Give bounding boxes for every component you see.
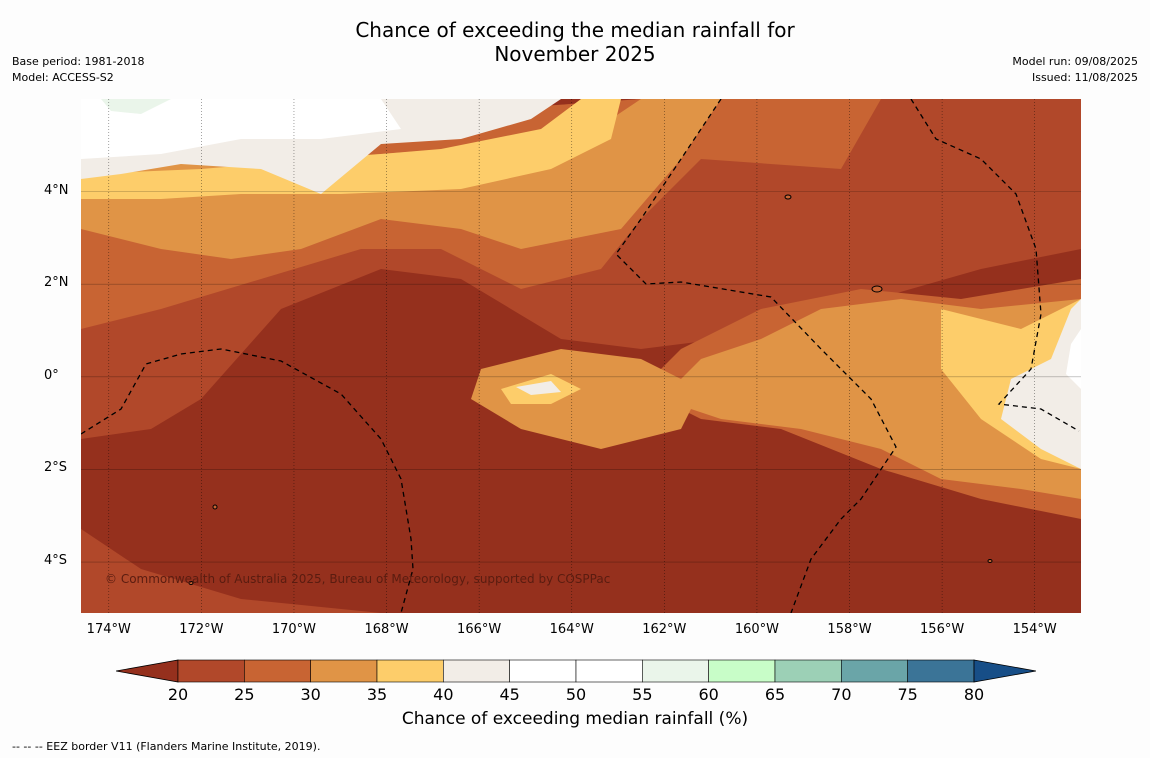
title-line-1: Chance of exceeding the median rainfall … [355,18,795,42]
island-1 [784,194,792,200]
colorbar-tick-label: 55 [632,685,653,704]
colorbar-segment [376,659,444,683]
latitude-tick-label: 2°S [44,460,68,476]
colorbar-tick-label: 35 [366,685,388,704]
colorbar-tick-label: 40 [433,685,454,704]
longitude-tick-label: 166°W [457,622,502,637]
colorbar-segment [310,659,378,683]
region-50-55-east [1066,329,1081,389]
colorbar-tick-label: 25 [234,685,255,704]
longitude-tick-label: 154°W [1012,622,1057,637]
latitude-tick-label: 4°N [44,182,69,198]
region-35-40-center [471,349,701,449]
model-name: Model: ACCESS-S2 [12,71,114,84]
colorbar-tick-label: 70 [831,685,852,704]
graticule [81,99,1081,613]
longitude-tick-label: 170°W [271,622,317,637]
issued-date: Issued: 11/08/2025 [1031,71,1138,84]
colorbar-segment [443,659,510,683]
colorbar-segment [774,659,842,683]
region-45-50-east [1001,299,1081,469]
colorbar-segment [244,659,311,683]
colorbar-tick-label: 30 [300,685,321,704]
colorbar-tick-label: 45 [499,685,520,704]
eez-border-east [910,99,1080,432]
base-period: Base period: 1981-2018 [12,55,145,68]
eez-border-north [615,99,897,613]
colorbar-tick-label: 75 [897,685,918,704]
colorbar-segment [177,659,245,683]
colorbar-segment [907,659,975,683]
eez-border-west [81,348,414,613]
island-3 [212,504,218,510]
island-5 [987,559,993,563]
eez-footnote: -- -- -- EEZ border V11 (Flanders Marine… [12,740,321,753]
colorbar-tick-label: 50 [565,685,587,704]
colorbar-label: Chance of exceeding median rainfall (%) [401,709,749,729]
model-info: Base period: 1981-2018 Model: ACCESS-S2 [12,54,144,86]
copyright-notice: © Commonwealth of Australia 2025, Bureau… [105,572,610,586]
latitude-tick-label: 0° [44,367,59,383]
colorbar-segment [509,659,577,683]
latitude-tick-label: 4°S [44,553,68,569]
longitude-tick-label: 160°W [734,622,780,637]
rainfall-probability-map: © Commonwealth of Australia 2025, Bureau… [81,99,1081,613]
latitude-tick-label: 2°N [44,275,69,291]
map-title: Chance of exceeding the median rainfall … [0,18,1150,66]
colorbar-overflow-extension [973,659,1036,683]
region-55-60-north [101,99,171,114]
longitude-tick-label: 164°W [549,622,594,637]
colorbar [116,659,1036,683]
longitude-tick-label: 168°W [364,622,409,637]
longitude-tick-label: 172°W [179,622,224,637]
longitude-tick-label: 156°W [920,622,965,637]
region-45-50-center [516,381,561,395]
colorbar-underflow-extension [116,659,179,683]
region-40-45 [81,99,621,199]
eez-border [81,99,1080,613]
longitude-tick-label: 162°W [642,622,687,637]
colorbar-tick-label: 20 [167,685,189,704]
longitude-tick-label: 158°W [827,622,872,637]
colorbar-tick-label: 80 [963,685,985,704]
colorbar-tick-label: 65 [764,685,786,704]
colorbar-segment [575,659,643,683]
longitude-tick-label: 174°W [86,622,131,637]
colorbar-segment [708,659,776,683]
island-4 [188,581,194,585]
region-25-30-south [81,529,381,613]
colorbar-segment [642,659,709,683]
colorbar-tick-label: 60 [698,685,719,704]
model-run-date: Model run: 09/08/2025 [1012,55,1138,68]
run-info: Model run: 09/08/2025 Issued: 11/08/2025 [1012,54,1138,86]
colorbar-segment [841,659,908,683]
region-50-55-north [81,99,401,159]
island-outlines [188,194,993,585]
title-line-2: November 2025 [494,42,656,66]
island-2 [871,285,883,293]
